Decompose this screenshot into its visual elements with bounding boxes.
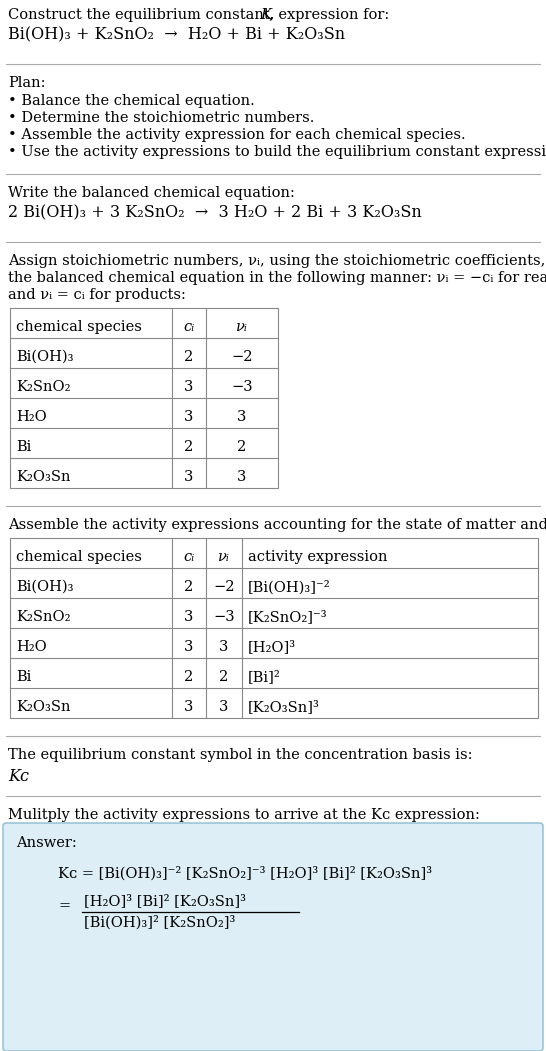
Text: 3: 3 xyxy=(185,470,194,485)
Text: Bi(OH)₃: Bi(OH)₃ xyxy=(16,580,74,594)
Text: νᵢ: νᵢ xyxy=(218,550,230,564)
Text: H₂O: H₂O xyxy=(16,410,47,424)
Text: 2: 2 xyxy=(238,440,247,454)
Text: 2: 2 xyxy=(185,350,194,364)
Text: Mulitply the activity expressions to arrive at the Kᴄ expression:: Mulitply the activity expressions to arr… xyxy=(8,808,480,822)
Text: cᵢ: cᵢ xyxy=(183,320,194,334)
Bar xyxy=(10,538,538,718)
Text: Kᴄ = [Bi(OH)₃]⁻² [K₂SnO₂]⁻³ [H₂O]³ [Bi]² [K₂O₃Sn]³: Kᴄ = [Bi(OH)₃]⁻² [K₂SnO₂]⁻³ [H₂O]³ [Bi]²… xyxy=(58,866,432,881)
Text: H₂O: H₂O xyxy=(16,640,47,654)
Text: 3: 3 xyxy=(185,640,194,654)
Text: 3: 3 xyxy=(238,410,247,424)
Text: 3: 3 xyxy=(185,610,194,624)
Text: • Balance the chemical equation.: • Balance the chemical equation. xyxy=(8,94,255,108)
Text: 3: 3 xyxy=(219,700,229,714)
Text: the balanced chemical equation in the following manner: νᵢ = −cᵢ for reactants: the balanced chemical equation in the fo… xyxy=(8,271,546,285)
Text: • Assemble the activity expression for each chemical species.: • Assemble the activity expression for e… xyxy=(8,128,466,142)
Text: 2: 2 xyxy=(185,669,194,684)
FancyBboxPatch shape xyxy=(3,823,543,1051)
Text: 3: 3 xyxy=(185,700,194,714)
Text: [K₂O₃Sn]³: [K₂O₃Sn]³ xyxy=(248,700,320,714)
Text: cᵢ: cᵢ xyxy=(183,550,194,564)
Text: Construct the equilibrium constant,: Construct the equilibrium constant, xyxy=(8,8,279,22)
Text: activity expression: activity expression xyxy=(248,550,388,564)
Text: • Determine the stoichiometric numbers.: • Determine the stoichiometric numbers. xyxy=(8,111,314,125)
Text: • Use the activity expressions to build the equilibrium constant expression.: • Use the activity expressions to build … xyxy=(8,145,546,159)
Text: Bi: Bi xyxy=(16,440,31,454)
Text: −2: −2 xyxy=(232,350,253,364)
Text: 3: 3 xyxy=(219,640,229,654)
Text: Bi(OH)₃: Bi(OH)₃ xyxy=(16,350,74,364)
Text: and νᵢ = cᵢ for products:: and νᵢ = cᵢ for products: xyxy=(8,288,186,302)
Text: K: K xyxy=(260,8,271,22)
Text: −3: −3 xyxy=(231,380,253,394)
Text: K₂O₃Sn: K₂O₃Sn xyxy=(16,470,70,485)
Text: Bi(OH)₃ + K₂SnO₂  →  H₂O + Bi + K₂O₃Sn: Bi(OH)₃ + K₂SnO₂ → H₂O + Bi + K₂O₃Sn xyxy=(8,26,345,43)
Text: chemical species: chemical species xyxy=(16,550,142,564)
Text: Write the balanced chemical equation:: Write the balanced chemical equation: xyxy=(8,186,295,200)
Text: K₂SnO₂: K₂SnO₂ xyxy=(16,610,70,624)
Text: 3: 3 xyxy=(238,470,247,485)
Text: chemical species: chemical species xyxy=(16,320,142,334)
Text: 3: 3 xyxy=(185,410,194,424)
Text: νᵢ: νᵢ xyxy=(236,320,248,334)
Text: , expression for:: , expression for: xyxy=(269,8,389,22)
Text: Answer:: Answer: xyxy=(16,836,77,850)
Text: [K₂SnO₂]⁻³: [K₂SnO₂]⁻³ xyxy=(248,610,328,624)
Text: −3: −3 xyxy=(213,610,235,624)
Text: [H₂O]³: [H₂O]³ xyxy=(248,640,296,654)
Text: The equilibrium constant symbol in the concentration basis is:: The equilibrium constant symbol in the c… xyxy=(8,748,472,762)
Text: [Bi(OH)₃]⁻²: [Bi(OH)₃]⁻² xyxy=(248,580,331,594)
Text: 2: 2 xyxy=(185,440,194,454)
Text: 2: 2 xyxy=(185,580,194,594)
Text: Bi: Bi xyxy=(16,669,31,684)
Text: K₂SnO₂: K₂SnO₂ xyxy=(16,380,70,394)
Bar xyxy=(10,308,278,488)
Text: 2: 2 xyxy=(219,669,229,684)
Text: Assign stoichiometric numbers, νᵢ, using the stoichiometric coefficients, cᵢ, fr: Assign stoichiometric numbers, νᵢ, using… xyxy=(8,254,546,268)
Text: Plan:: Plan: xyxy=(8,76,45,90)
Text: [Bi(OH)₃]² [K₂SnO₂]³: [Bi(OH)₃]² [K₂SnO₂]³ xyxy=(84,915,235,929)
Text: Assemble the activity expressions accounting for the state of matter and νᵢ:: Assemble the activity expressions accoun… xyxy=(8,518,546,532)
Text: =: = xyxy=(58,899,70,913)
Text: 2 Bi(OH)₃ + 3 K₂SnO₂  →  3 H₂O + 2 Bi + 3 K₂O₃Sn: 2 Bi(OH)₃ + 3 K₂SnO₂ → 3 H₂O + 2 Bi + 3 … xyxy=(8,204,422,221)
Text: K₂O₃Sn: K₂O₃Sn xyxy=(16,700,70,714)
Text: [H₂O]³ [Bi]² [K₂O₃Sn]³: [H₂O]³ [Bi]² [K₂O₃Sn]³ xyxy=(84,894,246,908)
Text: [Bi]²: [Bi]² xyxy=(248,669,281,684)
Text: −2: −2 xyxy=(213,580,235,594)
Text: Kᴄ: Kᴄ xyxy=(8,768,29,785)
Text: 3: 3 xyxy=(185,380,194,394)
